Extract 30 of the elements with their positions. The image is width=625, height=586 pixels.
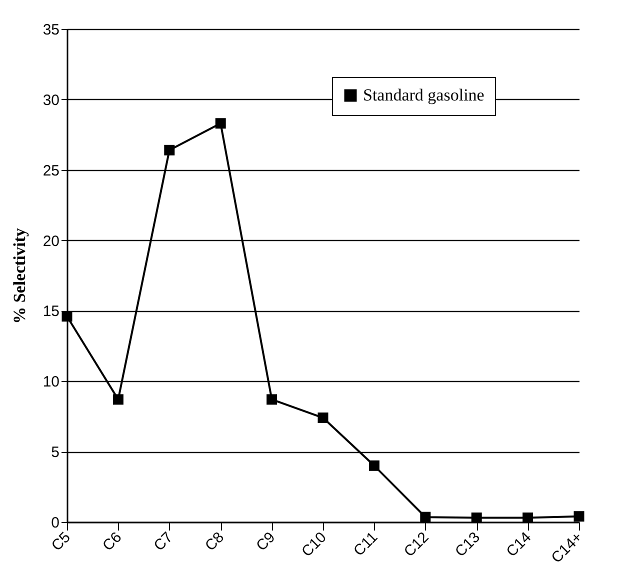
y-tick-label: 25 <box>42 162 60 180</box>
x-tick-label: C13 <box>452 528 484 560</box>
point <box>574 511 584 522</box>
y-tick-label: 10 <box>42 374 60 391</box>
point <box>522 512 534 524</box>
x-tick-label: C9 <box>253 528 279 554</box>
point <box>318 412 328 424</box>
x-tick-label: C7 <box>150 528 176 554</box>
y-tick-label: 30 <box>42 92 60 109</box>
x-tick-label: C10 <box>298 528 330 560</box>
legend-label: Standard gasoline <box>363 86 484 104</box>
x-tick-label: C11 <box>350 528 382 560</box>
y-tick-label: 15 <box>42 303 60 320</box>
point <box>164 144 175 156</box>
y-tick-label: 35 <box>42 22 60 38</box>
x-tick-label: C6 <box>99 528 126 554</box>
y-tick-label: 0 <box>51 514 60 532</box>
point <box>368 460 380 471</box>
x-tick-label: C8 <box>202 528 228 554</box>
y-tick-label: 20 <box>42 232 60 250</box>
point <box>215 118 226 129</box>
point <box>112 394 124 405</box>
x-tick-label: C12 <box>400 528 432 560</box>
y-axis-title: % Selectivity <box>10 228 29 324</box>
point <box>266 394 278 405</box>
x-tick-label: C14 <box>503 528 535 560</box>
point <box>471 512 482 524</box>
point <box>420 512 431 522</box>
y-tick-label: 5 <box>51 444 60 462</box>
x-tick-label: C5 <box>48 528 74 554</box>
